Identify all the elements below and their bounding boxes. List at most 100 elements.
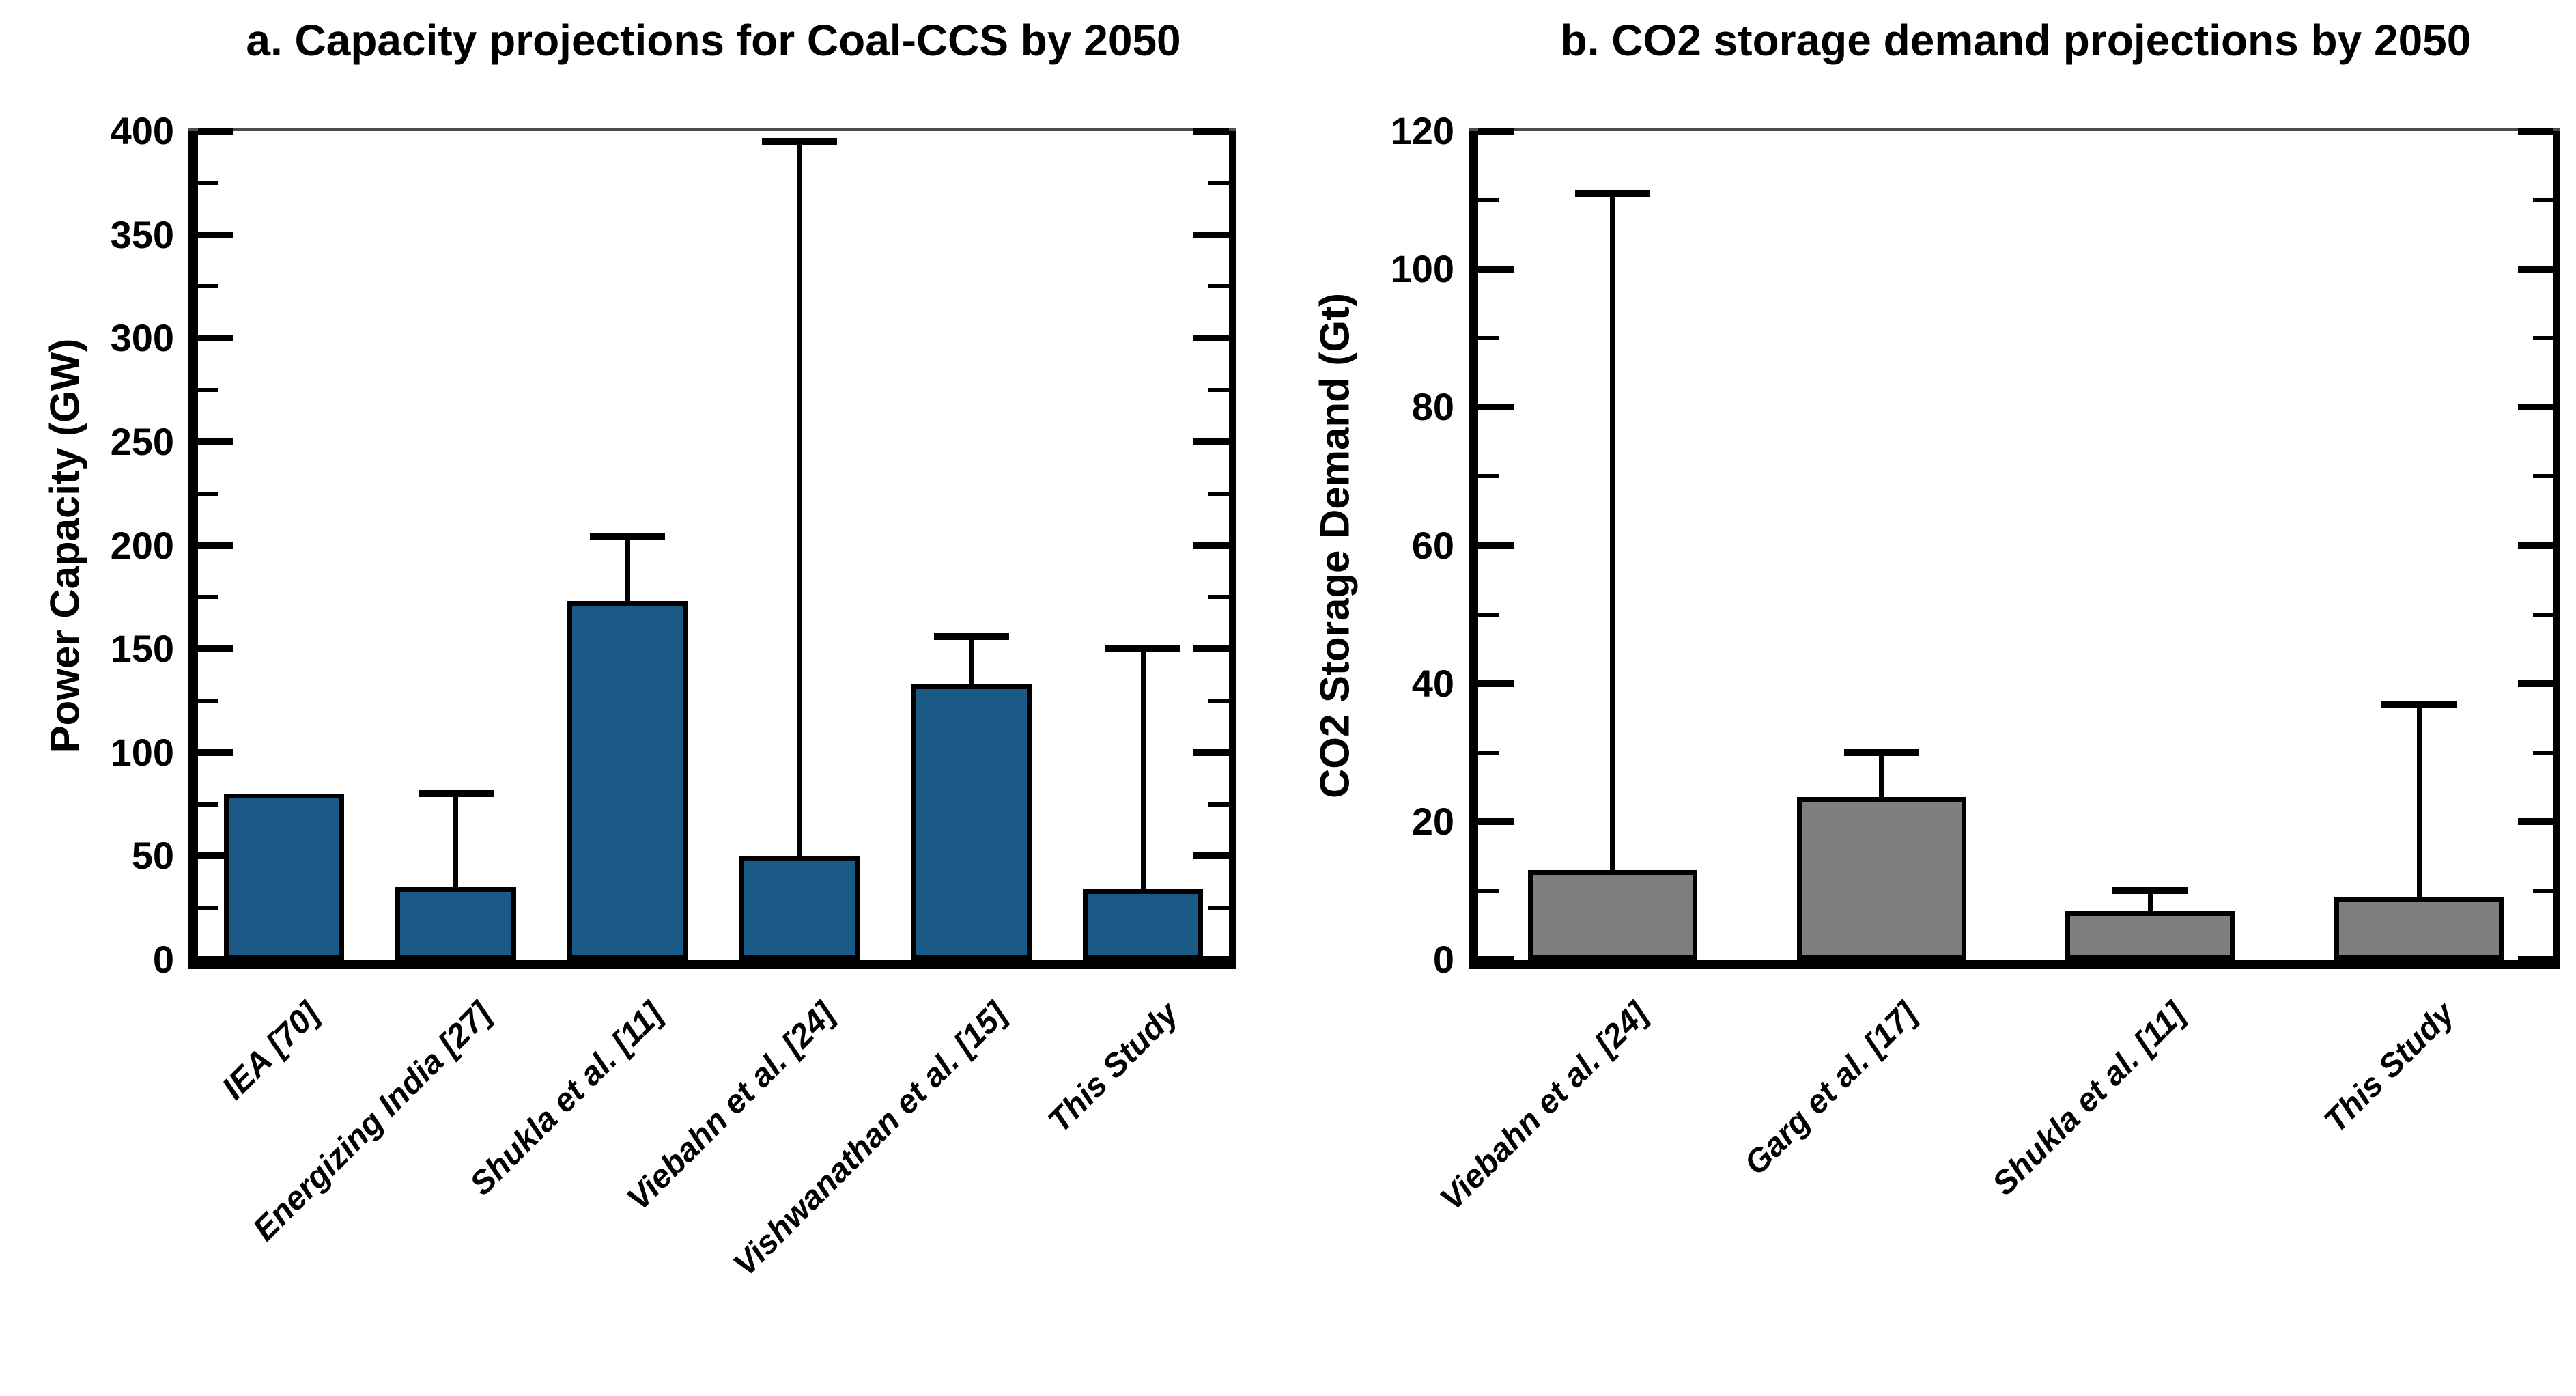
error-bar-whisker: [453, 794, 458, 887]
y-tick-minor-right: [1208, 906, 1229, 910]
y-tick-minor-right: [2533, 474, 2553, 479]
y-tick-minor: [1478, 474, 1499, 479]
y-tick-major-right: [1193, 438, 1229, 445]
error-bar-whisker: [969, 636, 974, 684]
y-tick-minor: [198, 491, 218, 496]
y-tick-label: 60: [1411, 523, 1454, 567]
y-tick-major: [198, 645, 233, 653]
bar-a-2: [567, 601, 688, 960]
y-tick-minor-right: [2533, 198, 2553, 203]
bar-a-0: [223, 794, 344, 960]
error-bar-cap: [590, 533, 666, 541]
y-tick-minor-right: [2533, 888, 2553, 893]
y-tick-minor-right: [1208, 491, 1229, 496]
y-tick-major: [198, 956, 233, 963]
y-tick-minor: [1478, 888, 1499, 893]
chart-b-plot-area: 0 20 40 60 80 100 120 Viebahn et al. [24] Garg e…: [1391, 109, 2560, 1218]
y-tick-minor: [198, 698, 218, 703]
y-tick-major: [198, 852, 233, 860]
y-tick-minor: [198, 180, 218, 185]
y-tick-minor: [198, 906, 218, 910]
y-tick-major-right: [1193, 749, 1229, 756]
y-tick-label: 100: [1390, 247, 1454, 291]
y-tick-major-right: [1193, 956, 1229, 963]
error-bar-whisker: [625, 537, 630, 602]
y-tick-minor: [1478, 198, 1499, 203]
y-tick-major: [1478, 404, 1514, 411]
y-tick-major: [1478, 128, 1514, 135]
y-tick-major: [1478, 956, 1514, 963]
y-tick-minor-right: [2533, 750, 2553, 755]
y-tick-label: 250: [110, 419, 174, 463]
y-tick-label: 50: [131, 834, 174, 878]
y-tick-minor-right: [2533, 612, 2553, 617]
bar-a-4: [911, 684, 1032, 960]
y-tick-major: [1478, 266, 1514, 273]
error-bar-cap: [2381, 700, 2457, 708]
chart-b-title: b. CO2 storage demand projections by 205…: [1560, 16, 2472, 65]
y-axis-spine-left: [1469, 131, 1478, 969]
y-tick-major-right: [2518, 128, 2553, 135]
y-tick-minor: [198, 284, 218, 289]
y-tick-label: 20: [1411, 799, 1454, 843]
y-tick-label: 0: [1432, 938, 1454, 981]
y-tick-label: 200: [110, 523, 174, 567]
y-tick-major-right: [2518, 542, 2553, 549]
error-bar-whisker: [797, 141, 802, 856]
bar-b-0: [1527, 869, 1697, 960]
y-tick-minor-right: [1208, 388, 1229, 393]
y-tick-label: 120: [1390, 109, 1454, 152]
y-tick-minor-right: [1208, 180, 1229, 185]
y-tick-label: 150: [110, 627, 174, 671]
y-tick-major-right: [2518, 266, 2553, 273]
error-bar-cap: [1105, 645, 1181, 653]
y-tick-minor-right: [1208, 698, 1229, 703]
y-axis-spine-left: [188, 131, 198, 969]
error-bar-cap: [2112, 887, 2188, 894]
error-bar-whisker: [1610, 193, 1615, 870]
y-tick-label: 80: [1411, 385, 1454, 429]
bar-b-2: [2065, 911, 2235, 960]
error-bar-whisker: [1140, 649, 1146, 889]
y-tick-major: [1478, 680, 1514, 687]
error-bar-whisker: [2416, 703, 2422, 898]
error-bar-whisker: [1879, 752, 1884, 798]
x-axis-spine-bottom: [188, 960, 1236, 969]
plot-top-border: [1469, 128, 2560, 131]
y-tick-label: 400: [110, 109, 174, 152]
chart-a-title: a. Capacity projections for Coal-CCS by …: [246, 16, 1181, 65]
y-tick-label: 40: [1411, 661, 1454, 705]
y-tick-major-right: [1193, 335, 1229, 342]
y-tick-major-right: [2518, 818, 2553, 825]
y-tick-major: [198, 335, 233, 342]
bar-b-1: [1796, 797, 1966, 960]
bar-b-3: [2334, 897, 2504, 960]
y-tick-major-right: [1193, 128, 1229, 135]
y-axis-spine-right: [2553, 131, 2560, 969]
y-tick-major-right: [1193, 645, 1229, 653]
y-tick-minor: [198, 802, 218, 807]
y-tick-label: 0: [152, 938, 174, 981]
y-tick-major-right: [1193, 852, 1229, 860]
y-tick-major-right: [1193, 231, 1229, 238]
y-tick-minor: [1478, 612, 1499, 617]
y-tick-major-right: [2518, 680, 2553, 687]
y-tick-major: [1478, 542, 1514, 549]
y-tick-label: 300: [110, 316, 174, 360]
y-tick-minor-right: [1208, 802, 1229, 807]
y-tick-major-right: [2518, 404, 2553, 411]
y-tick-major-right: [1193, 542, 1229, 549]
y-tick-major: [198, 542, 233, 549]
x-axis-spine-bottom: [1469, 960, 2560, 969]
plot-top-border: [188, 128, 1236, 131]
error-bar-cap: [1843, 749, 1919, 756]
bar-a-1: [395, 887, 516, 960]
y-tick-minor-right: [2533, 336, 2553, 341]
bar-a-5: [1083, 889, 1204, 960]
error-bar-cap: [933, 632, 1009, 640]
error-bar-whisker: [2147, 890, 2153, 912]
y-tick-minor: [198, 388, 218, 393]
x-category-label: This Study: [2317, 995, 2462, 1140]
y-tick-minor-right: [1208, 284, 1229, 289]
